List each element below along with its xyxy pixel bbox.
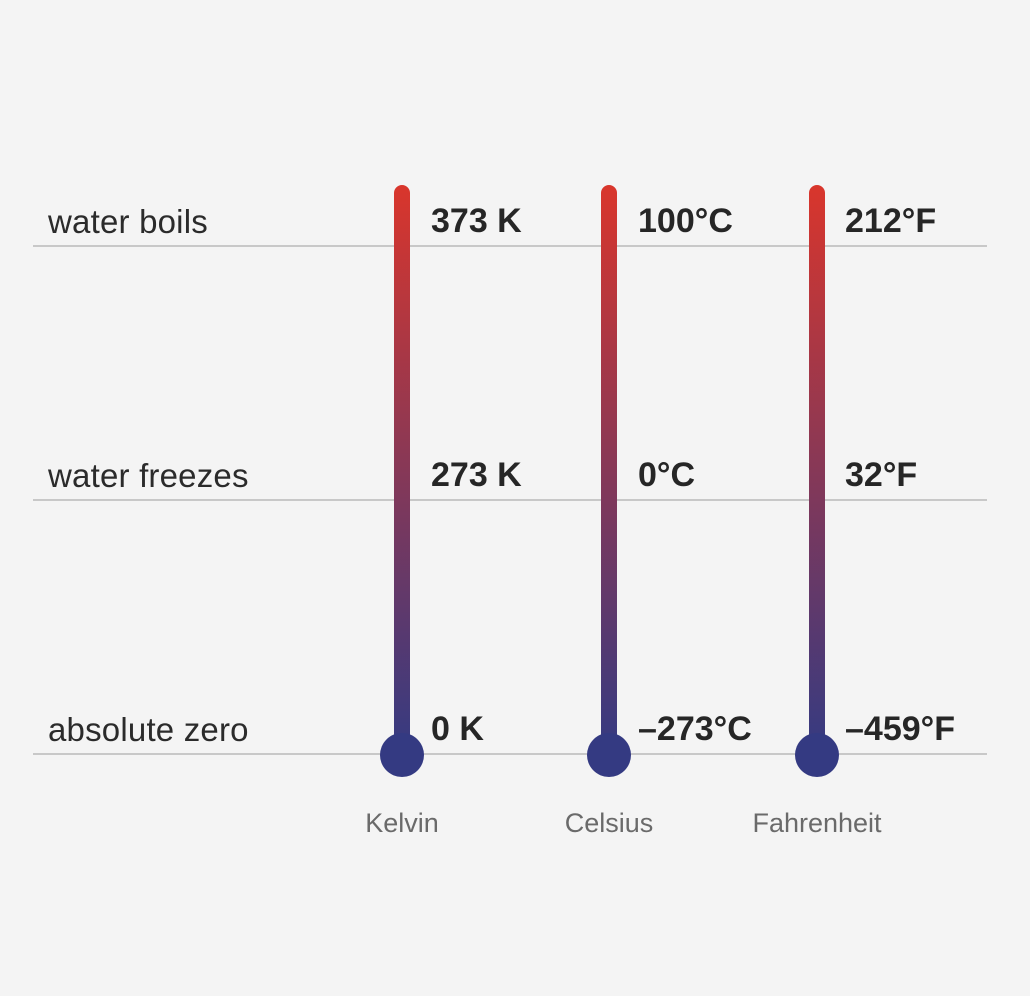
fahrenheit-value-water-freezes: 32°F	[845, 456, 918, 494]
kelvin-value-water-freezes: 273 K	[431, 456, 522, 494]
thermometer-kelvin	[380, 185, 424, 777]
row-label-absolute-zero: absolute zero	[48, 711, 249, 748]
kelvin-value-water-boils: 373 K	[431, 202, 522, 240]
scale-name-celsius: Celsius	[564, 808, 654, 838]
scale-name-fahrenheit: Fahrenheit	[752, 808, 882, 838]
fahrenheit-value-absolute-zero: –459°F	[845, 710, 956, 748]
celsius-value-absolute-zero: –273°C	[638, 710, 752, 748]
thermometer-celsius	[587, 185, 631, 777]
row-label-water-freezes: water freezes	[48, 457, 249, 494]
thermometer-fahrenheit-bulb	[795, 733, 839, 777]
row-label-water-boils: water boils	[48, 203, 208, 240]
thermometer-fahrenheit-tube	[809, 185, 825, 755]
thermometer-fahrenheit	[795, 185, 839, 777]
fahrenheit-value-water-boils: 212°F	[845, 202, 937, 240]
thermometer-celsius-tube	[601, 185, 617, 755]
celsius-value-water-boils: 100°C	[638, 202, 733, 240]
celsius-value-water-freezes: 0°C	[638, 456, 696, 494]
kelvin-value-absolute-zero: 0 K	[431, 710, 484, 748]
thermometer-celsius-bulb	[587, 733, 631, 777]
thermometer-kelvin-bulb	[380, 733, 424, 777]
scale-name-kelvin: Kelvin	[365, 808, 439, 838]
thermometer-kelvin-tube	[394, 185, 410, 755]
